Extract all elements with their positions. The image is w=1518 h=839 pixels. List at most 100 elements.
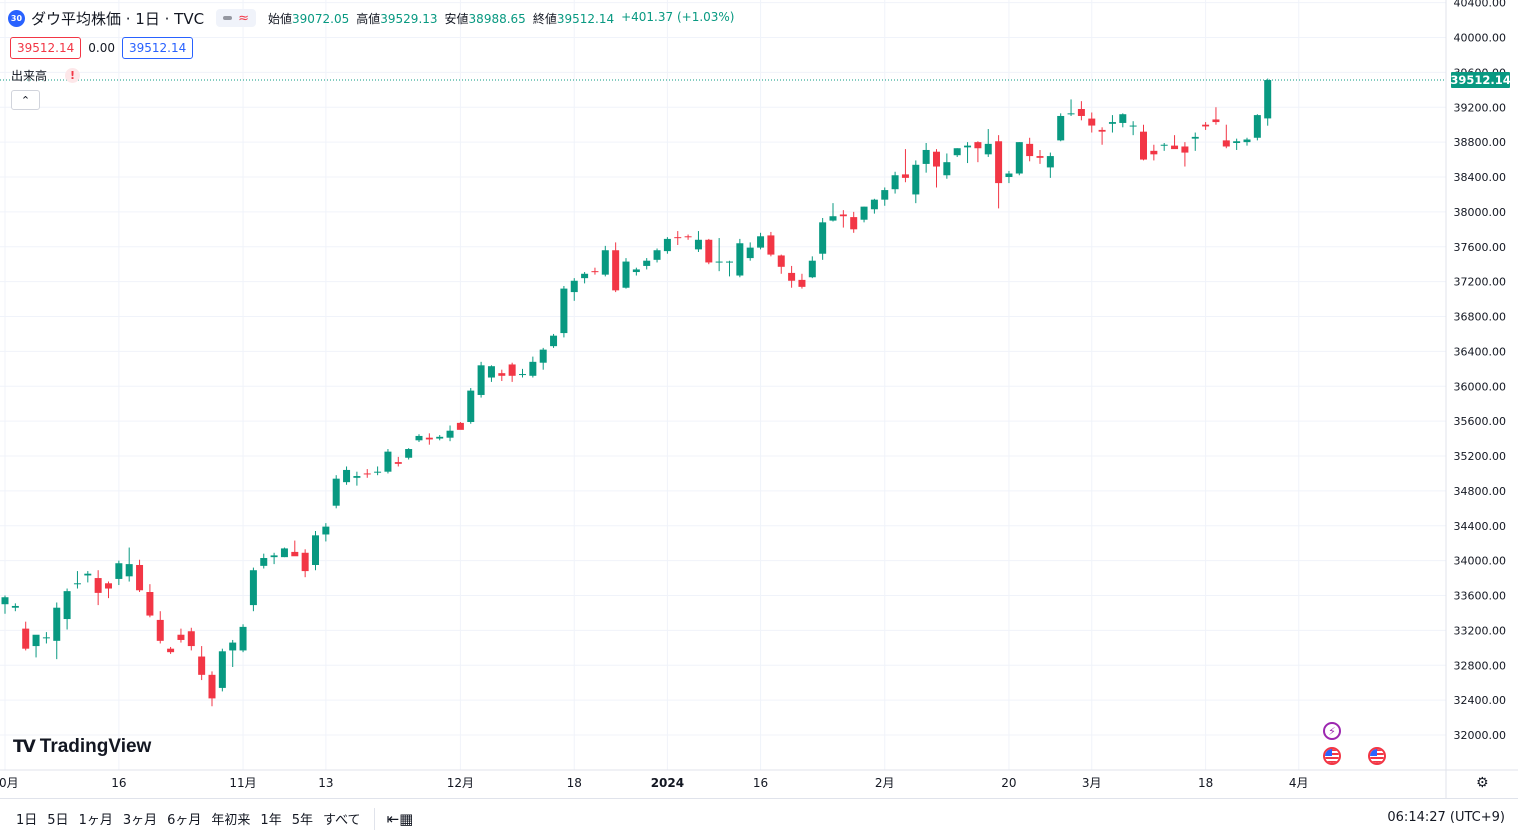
candle-body xyxy=(1129,125,1137,127)
open-label: 始値 xyxy=(267,11,292,26)
clock-timezone[interactable]: 06:14:27 (UTC+9) xyxy=(1387,810,1505,825)
range-1y-button[interactable]: 1年 xyxy=(260,813,282,828)
candle-body xyxy=(477,365,485,395)
market-status-pill[interactable]: ≈ xyxy=(216,9,256,27)
volume-label[interactable]: 出来高 xyxy=(11,69,48,83)
candle-body xyxy=(798,279,806,287)
collapse-legend-button[interactable]: ⌃ xyxy=(11,90,40,110)
candle xyxy=(1181,142,1189,167)
tradingview-logo[interactable]: TV TradingView xyxy=(13,736,151,758)
candle xyxy=(301,549,309,578)
candle xyxy=(777,254,785,274)
candle xyxy=(1088,112,1096,133)
candle-body xyxy=(1171,145,1179,150)
candle-body xyxy=(177,634,185,640)
candle xyxy=(73,571,81,589)
symbol-badge[interactable]: 30 xyxy=(8,9,25,27)
range-3m-button[interactable]: 3ヶ月 xyxy=(122,813,158,828)
candle-body xyxy=(984,143,992,155)
range-1m-button[interactable]: 1ヶ月 xyxy=(78,813,113,828)
candle-body xyxy=(726,261,733,263)
candle xyxy=(736,238,744,278)
candle xyxy=(63,588,71,630)
candle-body xyxy=(1036,156,1044,158)
price-tick-label: 34800.00 xyxy=(1454,485,1507,498)
range-all-button[interactable]: すべて xyxy=(322,813,361,828)
candle xyxy=(539,347,547,370)
candle xyxy=(726,260,733,277)
price-tick-label: 38000.00 xyxy=(1454,206,1507,219)
time-tick-label: 20 xyxy=(1001,776,1016,790)
candle xyxy=(1171,135,1179,150)
price-boxes: 39512.14 0.00 39512.14 xyxy=(10,37,194,59)
candle-body xyxy=(187,631,195,647)
range-6m-button[interactable]: 6ヶ月 xyxy=(167,813,202,828)
candle xyxy=(1098,127,1106,145)
us-flag-event-icon[interactable] xyxy=(1323,747,1341,765)
candle xyxy=(1046,152,1054,178)
candle-body xyxy=(53,607,61,641)
candle-body xyxy=(891,175,899,190)
candle-body xyxy=(84,573,92,576)
candle xyxy=(32,634,40,658)
chart-title[interactable]: ダウ平均株価 · 1日 · TVC xyxy=(31,9,205,28)
candle xyxy=(519,368,526,378)
candle-body xyxy=(601,250,609,275)
range-1d-button[interactable]: 1日 xyxy=(16,813,38,828)
candle xyxy=(529,356,537,378)
warning-icon[interactable]: ! xyxy=(65,68,81,83)
candle-body xyxy=(63,591,71,620)
us-flag-event-icon[interactable] xyxy=(1368,747,1386,765)
flash-event-icon[interactable]: ⚡ xyxy=(1323,722,1341,740)
candle xyxy=(891,171,899,194)
candle-body xyxy=(456,422,464,430)
time-tick-label: 13 xyxy=(318,776,333,790)
buy-price-box[interactable]: 39512.14 xyxy=(121,37,194,59)
candle xyxy=(446,425,454,442)
candle xyxy=(570,278,578,301)
candle xyxy=(53,602,61,660)
range-ytd-button[interactable]: 年初来 xyxy=(211,813,251,828)
candle-body xyxy=(746,247,754,259)
candle-body xyxy=(933,151,940,167)
closed-status-icon xyxy=(223,16,233,20)
wave-status-icon: ≈ xyxy=(238,10,249,26)
range-5d-button[interactable]: 5日 xyxy=(47,813,69,828)
candle xyxy=(177,628,185,643)
candle-body xyxy=(353,476,361,478)
sell-price-box[interactable]: 39512.14 xyxy=(10,37,82,59)
price-tick-label: 40400.00 xyxy=(1454,0,1507,10)
candle xyxy=(508,362,516,382)
candle-body xyxy=(581,273,589,279)
candle xyxy=(1243,137,1251,146)
candle xyxy=(156,611,164,644)
candle xyxy=(1129,121,1137,136)
candle xyxy=(436,435,444,441)
calendar-goto-icon[interactable]: ⇤▦ xyxy=(386,809,414,828)
candle-body xyxy=(622,261,630,288)
candle xyxy=(860,206,868,223)
candle xyxy=(632,267,640,276)
candle xyxy=(11,603,19,612)
candle-body xyxy=(394,462,402,464)
price-tick-label: 38800.00 xyxy=(1454,136,1507,149)
settings-gear-icon[interactable]: ⚙ xyxy=(1476,775,1489,791)
candle-body xyxy=(788,272,796,281)
candle-body xyxy=(1088,118,1096,126)
high-label: 高値 xyxy=(356,11,381,26)
candle xyxy=(1140,124,1147,161)
candle-body xyxy=(1181,146,1189,153)
candle xyxy=(964,142,972,164)
candle-body xyxy=(808,260,816,278)
candle xyxy=(612,242,620,293)
range-5y-button[interactable]: 5年 xyxy=(291,813,313,828)
candle-body xyxy=(229,642,237,651)
candle-body xyxy=(663,238,671,252)
candle-body xyxy=(1026,143,1034,157)
low-value: 38988.65 xyxy=(468,11,526,26)
candle xyxy=(705,238,713,265)
candle-body xyxy=(22,628,30,649)
candle-body xyxy=(167,648,175,653)
candle xyxy=(405,448,413,460)
